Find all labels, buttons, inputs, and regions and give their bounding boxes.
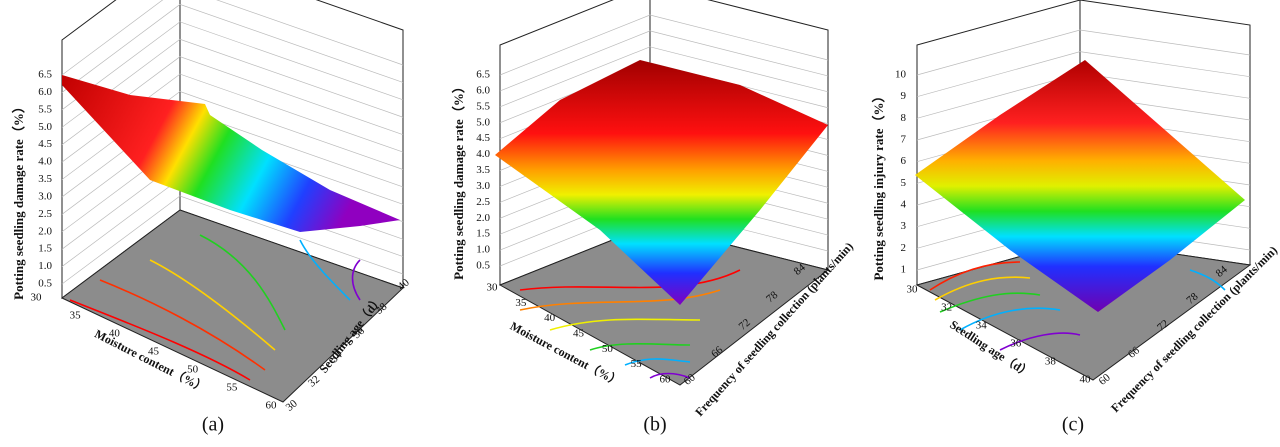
- z-tick-label: 0.5: [476, 260, 490, 272]
- x-tick-label: 50: [602, 343, 614, 355]
- z-tick-label: 4: [901, 199, 907, 211]
- grid-line: [61, 4, 404, 93]
- contour-line: [934, 276, 1031, 301]
- z-tick-label: 4.5: [38, 138, 52, 150]
- z-tick-label: 6.5: [476, 69, 490, 81]
- z-tick-label: 4.0: [476, 148, 490, 160]
- z-tick-label: 2.5: [476, 196, 490, 208]
- x-tick-label: 36: [1010, 338, 1022, 350]
- x-tick-label: 40: [109, 328, 121, 340]
- panel-caption: (a): [202, 414, 224, 436]
- z-tick-label: 4.0: [38, 156, 52, 168]
- contour-line: [589, 342, 691, 351]
- panel-caption: (b): [643, 414, 666, 436]
- z-axis-title: Potting seedling damage rate（%）: [451, 80, 466, 280]
- z-tick-label: 5: [901, 177, 907, 189]
- z-tick-label: 3.5: [38, 173, 52, 185]
- x-tick-label: 50: [187, 364, 199, 376]
- contour-line: [649, 372, 691, 379]
- contour-line: [939, 292, 1041, 313]
- x-tick-label: 45: [148, 346, 160, 358]
- z-tick-label: 2: [901, 242, 907, 254]
- x-tick-label: 40: [544, 312, 556, 324]
- z-tick-label: 6.5: [38, 69, 52, 81]
- contour-line: [299, 239, 351, 301]
- x-tick-label: 45: [573, 328, 585, 340]
- z-axis-title: Potting seedling injury rate（%）: [871, 89, 886, 280]
- grid-line: [499, 46, 829, 108]
- contour-line: [351, 259, 361, 301]
- floor: [61, 209, 404, 403]
- z-tick-label: 4.5: [476, 132, 490, 144]
- x-tick-label: 55: [226, 382, 238, 394]
- response-surface: [495, 60, 828, 305]
- z-tick-label: 1.0: [38, 260, 52, 272]
- z-tick-label: 2.0: [476, 212, 490, 224]
- z-tick-label: 0.5: [38, 278, 52, 290]
- panel-caption: (c): [1062, 414, 1084, 436]
- z-tick-label: 7: [901, 134, 907, 146]
- contour-line: [929, 261, 1021, 291]
- x-tick-label: 34: [976, 320, 988, 332]
- grid-line: [61, 21, 404, 111]
- contour-line: [69, 299, 251, 381]
- z-tick-label: 3.5: [476, 164, 490, 176]
- z-tick-label: 10: [895, 69, 907, 81]
- x-tick-label: 60: [660, 374, 672, 386]
- floor: [498, 224, 830, 386]
- x-tick-label: 55: [631, 358, 643, 370]
- grid-line: [61, 0, 404, 76]
- grid-line: [916, 29, 1251, 76]
- z-tick-label: 8: [901, 112, 907, 124]
- x-tick-label: 60: [266, 400, 278, 412]
- x-tick-label: 40: [1080, 374, 1092, 386]
- z-tick-label: 6.0: [38, 86, 52, 98]
- z-tick-label: 3.0: [38, 190, 52, 202]
- contour-line: [199, 234, 286, 331]
- z-tick-label: 3: [901, 220, 907, 232]
- contour-line: [999, 332, 1081, 351]
- x-tick-label: 38: [1045, 356, 1057, 368]
- grid-line: [61, 73, 404, 163]
- z-tick-label: 5.5: [476, 100, 490, 112]
- z-tick-label: 1.5: [476, 228, 490, 240]
- contour-line: [519, 269, 741, 291]
- z-tick-label: 1.0: [476, 244, 490, 256]
- z-tick-label: 9: [901, 90, 907, 102]
- contour-line: [99, 279, 266, 371]
- z-tick-label: 5.5: [38, 103, 52, 115]
- x-tick-label: 30: [907, 284, 919, 296]
- x-tick-label: 30: [487, 282, 499, 294]
- z-tick-label: 5.0: [476, 116, 490, 128]
- z-tick-label: 6: [901, 155, 907, 167]
- x-tick-label: 35: [515, 297, 527, 309]
- z-tick-label: 2.5: [38, 208, 52, 220]
- grid-line: [61, 91, 404, 180]
- x-tick-label: 30: [31, 292, 43, 304]
- grid-line: [499, 14, 829, 76]
- x-tick-label: 35: [70, 310, 82, 322]
- contour-line: [624, 358, 691, 366]
- z-tick-label: 1: [901, 264, 907, 276]
- grid-line: [499, 30, 829, 92]
- contour-line: [149, 259, 276, 351]
- grid-line: [61, 195, 404, 285]
- response-surface: [62, 75, 400, 232]
- z-tick-label: 1.5: [38, 243, 52, 255]
- contour-line: [959, 307, 1061, 331]
- z-axis-title: Potting seedling damage rate（%）: [11, 100, 26, 300]
- x-tick-label: 32: [941, 302, 952, 314]
- z-tick-label: 2.0: [38, 225, 52, 237]
- z-tick-label: 6.0: [476, 84, 490, 96]
- grid-line: [916, 51, 1251, 98]
- contour-line: [549, 318, 701, 331]
- contour-line: [519, 289, 721, 311]
- z-tick-label: 3.0: [476, 180, 490, 192]
- contour-line: [1189, 269, 1226, 291]
- response-surface: [915, 60, 1245, 312]
- z-tick-label: 5.0: [38, 121, 52, 133]
